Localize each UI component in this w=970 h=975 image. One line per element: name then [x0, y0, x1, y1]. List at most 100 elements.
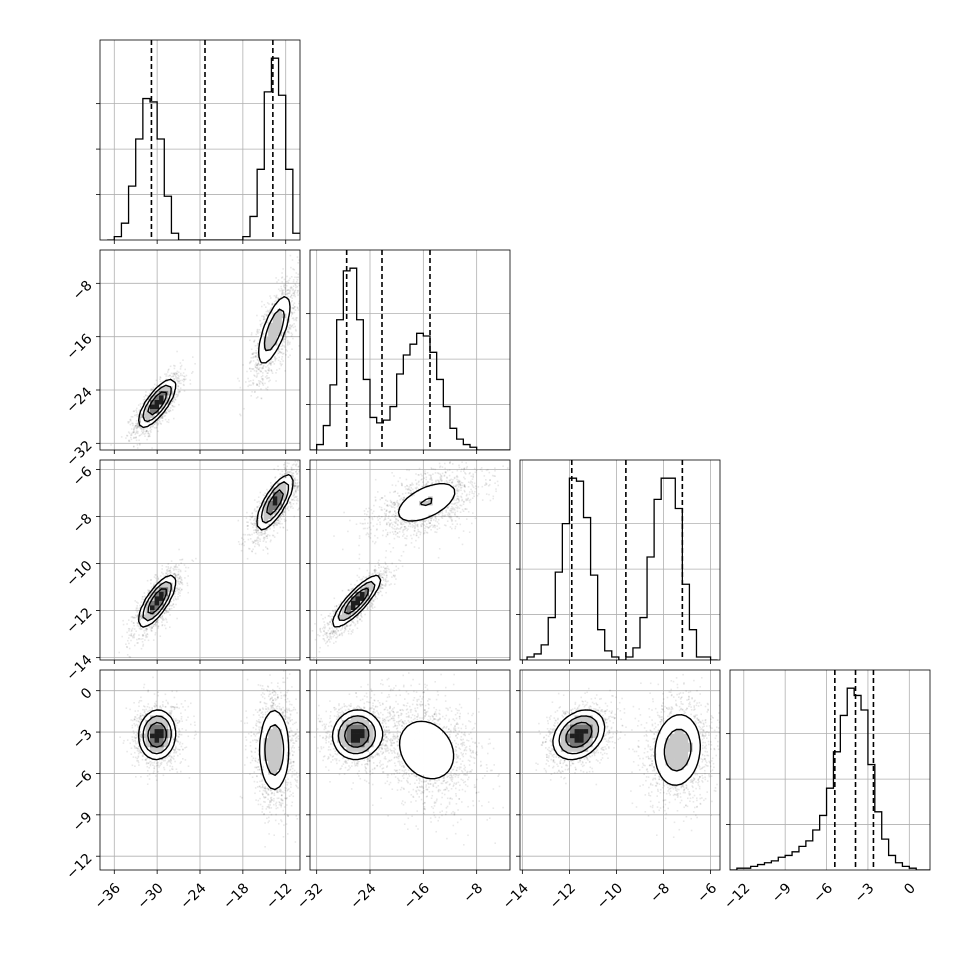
scatter-point: [164, 373, 166, 375]
density-cell: [273, 332, 278, 337]
scatter-point: [285, 294, 287, 296]
scatter-point: [136, 414, 138, 416]
scatter-point: [267, 377, 269, 379]
scatter-point: [151, 579, 153, 581]
scatter-point: [136, 432, 138, 434]
scatter-point: [181, 577, 183, 579]
scatter-point: [274, 363, 276, 365]
scatter-point: [291, 276, 293, 278]
scatter-point: [256, 315, 258, 317]
scatter-point: [145, 635, 147, 637]
scatter-point: [269, 362, 271, 364]
scatter-point: [168, 422, 170, 424]
scatter-point: [241, 550, 243, 552]
scatter-point: [178, 583, 180, 585]
scatter-point: [282, 348, 284, 350]
scatter-point: [142, 645, 144, 647]
scatter-point: [164, 625, 166, 627]
scatter-point: [155, 632, 157, 634]
scatter-point: [288, 280, 290, 282]
scatter-point: [175, 399, 177, 401]
scatter-point: [156, 422, 158, 424]
scatter-point: [169, 375, 171, 377]
scatter-point: [139, 608, 141, 610]
scatter-point: [274, 357, 276, 359]
scatter-point: [179, 595, 181, 597]
scatter-point: [133, 410, 135, 412]
scatter-point: [142, 638, 144, 640]
scatter-point: [258, 534, 260, 536]
scatter-point: [256, 371, 258, 373]
scatter-point: [139, 443, 141, 445]
scatter-point: [254, 510, 256, 512]
scatter-point: [170, 570, 172, 572]
scatter-point: [143, 433, 145, 435]
scatter-point: [295, 289, 297, 291]
scatter-point: [184, 577, 186, 579]
scatter-point: [178, 549, 180, 551]
scatter-point: [141, 428, 143, 430]
density-cell: [277, 323, 282, 328]
scatter-point: [121, 636, 123, 638]
scatter-point: [279, 351, 281, 353]
pair-panel-content: [118, 461, 301, 658]
scatter-point: [247, 378, 249, 380]
scatter-point: [269, 295, 271, 297]
scatter-point: [291, 335, 293, 337]
scatter-point: [266, 372, 268, 374]
scatter-point: [143, 396, 145, 398]
scatter-point: [136, 440, 138, 442]
scatter-point: [176, 374, 178, 376]
scatter-point: [263, 384, 265, 386]
scatter-point: [184, 369, 186, 371]
scatter-point: [162, 420, 164, 422]
scatter-point: [133, 431, 135, 433]
scatter-point: [284, 464, 286, 466]
scatter-point: [263, 317, 265, 319]
scatter-point: [262, 382, 264, 384]
scatter-point: [281, 272, 283, 274]
scatter-point: [284, 462, 286, 464]
scatter-point: [142, 641, 144, 643]
scatter-point: [289, 342, 291, 344]
scatter-point: [268, 370, 270, 372]
scatter-point: [128, 630, 130, 632]
scatter-point: [267, 365, 269, 367]
scatter-point: [260, 324, 262, 326]
scatter-point: [144, 639, 146, 641]
scatter-point: [133, 429, 135, 431]
scatter-point: [151, 630, 153, 632]
scatter-point: [180, 562, 182, 564]
scatter-point: [183, 372, 185, 374]
scatter-point: [294, 277, 296, 279]
scatter-point: [259, 539, 261, 541]
scatter-point: [280, 296, 282, 298]
scatter-point: [291, 332, 293, 334]
scatter-point: [276, 369, 278, 371]
scatter-point: [274, 295, 276, 297]
scatter-point: [160, 423, 162, 425]
scatter-point: [159, 379, 161, 381]
scatter-point: [136, 601, 138, 603]
scatter-point: [178, 589, 180, 591]
scatter-point: [282, 356, 284, 358]
scatter-point: [267, 389, 269, 391]
scatter-point: [126, 632, 128, 634]
density-cell: [155, 400, 160, 405]
scatter-point: [294, 312, 296, 314]
scatter-point: [179, 587, 181, 589]
density-cell: [259, 345, 264, 350]
scatter-point: [261, 398, 263, 400]
scatter-point: [250, 361, 252, 363]
scatter-point: [187, 585, 189, 587]
scatter-point: [243, 408, 245, 410]
scatter-point: [239, 544, 241, 546]
scatter-point: [274, 358, 276, 360]
scatter-point: [133, 625, 135, 627]
scatter-point: [254, 518, 256, 520]
scatter-point: [127, 640, 129, 642]
scatter-point: [289, 355, 291, 357]
scatter-point: [151, 586, 153, 588]
scatter-point: [181, 375, 183, 377]
